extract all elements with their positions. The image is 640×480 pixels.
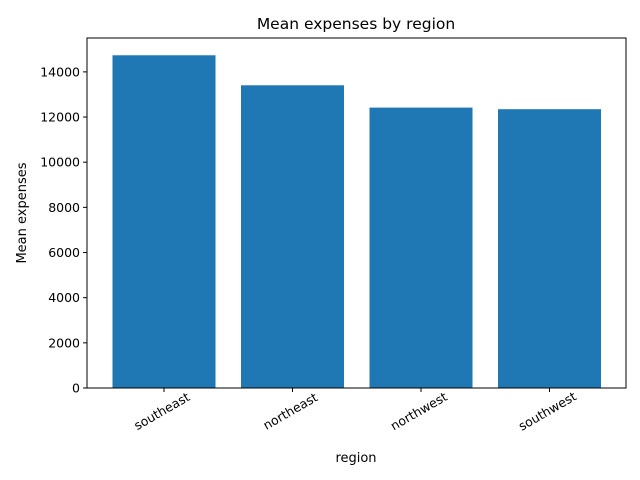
y-tick-label: 6000 [48, 245, 80, 260]
x-tick-label: southeast [131, 389, 192, 433]
bar-southwest [498, 109, 601, 388]
chart-title: Mean expenses by region [257, 15, 455, 33]
y-tick-label: 0 [72, 381, 80, 396]
y-tick-label: 10000 [40, 155, 80, 170]
bar-northeast [241, 85, 344, 388]
bars-group [112, 55, 601, 388]
y-tick-label: 8000 [48, 200, 80, 215]
x-tick-label: northwest [388, 389, 450, 433]
bar-southeast [112, 55, 216, 388]
x-tick-label: southwest [516, 389, 579, 434]
y-tick-label: 12000 [40, 110, 80, 125]
y-tick-label: 2000 [48, 335, 80, 350]
x-axis-title: region [335, 451, 376, 466]
bar-northwest [369, 107, 473, 388]
x-axis: southeast northeast northwest southwest [131, 388, 579, 434]
plot-frame [86, 37, 627, 389]
y-tick-label: 4000 [48, 290, 80, 305]
y-axis-title: Mean expenses [15, 162, 30, 263]
y-tick-label: 14000 [40, 64, 80, 79]
y-axis: 0 2000 4000 6000 8000 10000 12000 14000 [40, 64, 87, 396]
x-tick-label: northeast [260, 389, 320, 432]
